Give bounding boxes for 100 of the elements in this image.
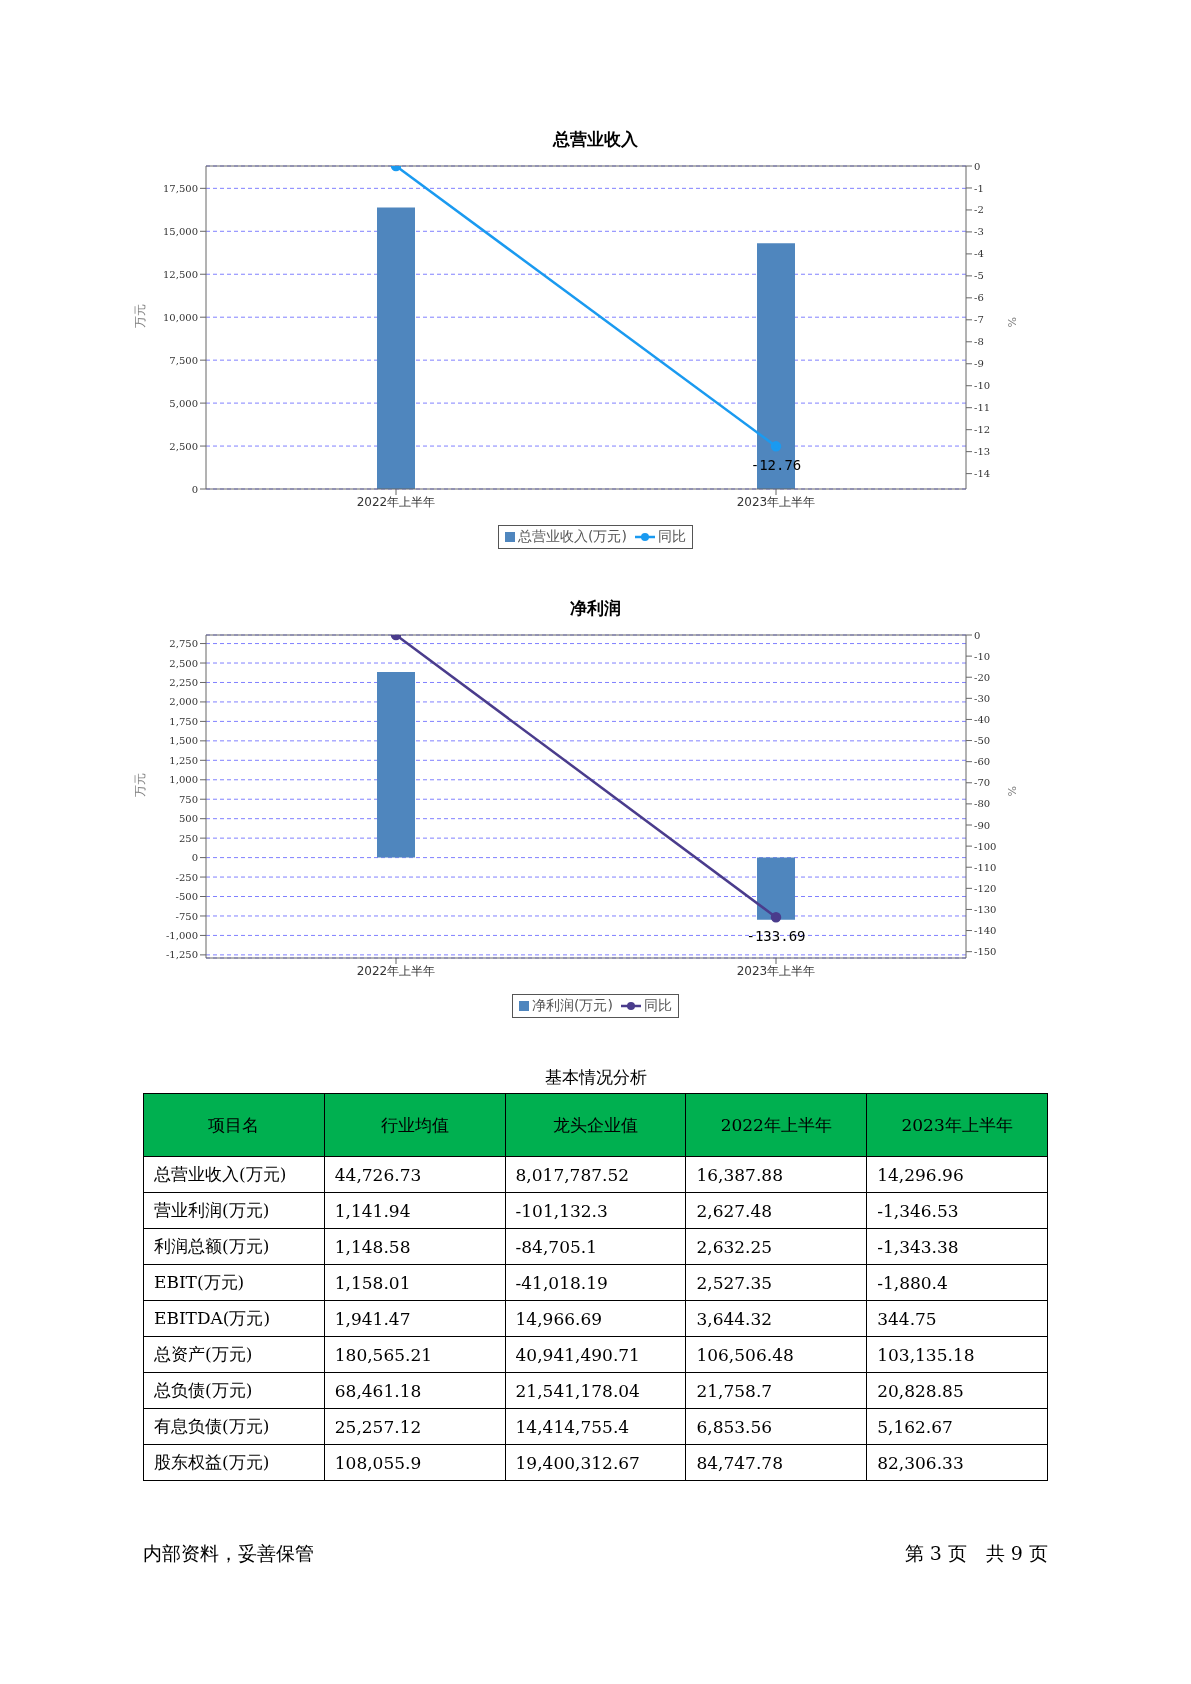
text: 14,296.96 bbox=[877, 1164, 964, 1185]
y-tick-label: 500 bbox=[178, 813, 198, 825]
text: 2,527.35 bbox=[696, 1272, 773, 1293]
y2-tick-label: -10 bbox=[973, 650, 990, 662]
y2-tick-label: -60 bbox=[973, 756, 990, 768]
y2-tick-label: -110 bbox=[973, 861, 996, 873]
text: 21,541,178.04 bbox=[515, 1380, 640, 1401]
y-tick-label: -1,000 bbox=[165, 929, 198, 941]
y2-tick-label: -6 bbox=[973, 292, 984, 304]
y-tick-label: 15,000 bbox=[162, 225, 198, 237]
y2-tick-label: -4 bbox=[973, 248, 984, 260]
text: 14,966.69 bbox=[515, 1308, 603, 1329]
text: 第 3 页 共 9 页 bbox=[904, 1541, 1048, 1566]
y2-tick-label: -30 bbox=[973, 692, 990, 704]
text: 5,162.67 bbox=[877, 1416, 953, 1437]
text: 40,941,490.71 bbox=[515, 1344, 640, 1365]
category-label: 利润总额(万元) bbox=[154, 1236, 270, 1256]
y-tick-label: 1,500 bbox=[168, 735, 198, 747]
y2-tick-label: -13 bbox=[973, 446, 990, 458]
y2-tick-label: -9 bbox=[973, 358, 984, 370]
y-tick-label: 1,250 bbox=[168, 754, 198, 766]
text: 3,644.32 bbox=[696, 1308, 773, 1329]
text: 44,726.73 bbox=[334, 1164, 422, 1185]
y2-tick-label: -10 bbox=[973, 380, 990, 392]
y-tick-label: -500 bbox=[175, 891, 198, 903]
y-tick-label: 17,500 bbox=[162, 182, 198, 194]
text: 内部资料，妥善保管 bbox=[143, 1541, 314, 1566]
y2-tick-label: -1 bbox=[973, 182, 984, 194]
text: 基本情况分析 bbox=[543, 1066, 648, 1089]
text: 108,055.9 bbox=[334, 1452, 422, 1473]
y2-tick-label: -130 bbox=[973, 903, 996, 915]
text: 1,141.94 bbox=[334, 1200, 411, 1221]
category-label: 营业利润(万元) bbox=[154, 1200, 270, 1220]
y2-tick-label: -5 bbox=[973, 270, 984, 282]
y2-tick-label: -2 bbox=[973, 204, 984, 216]
text: 2,632.25 bbox=[696, 1236, 773, 1257]
y2-axis-title: % bbox=[1004, 317, 1018, 328]
y2-axis-title: % bbox=[1004, 786, 1018, 797]
y-tick-label: 2,500 bbox=[168, 657, 198, 669]
y2-tick-label: -14 bbox=[973, 468, 990, 480]
y-tick-label: 10,000 bbox=[162, 311, 198, 323]
y-tick-label: 12,500 bbox=[162, 268, 198, 280]
text: 1,941.47 bbox=[334, 1308, 411, 1329]
y-tick-label: 2,500 bbox=[168, 440, 198, 452]
y2-tick-label: -12 bbox=[973, 424, 990, 436]
text: 14,414,755.4 bbox=[515, 1416, 630, 1437]
category-label: 龙头企业值 bbox=[505, 1093, 686, 1157]
y-axis-title: 万元 bbox=[132, 772, 147, 797]
text: 180,565.21 bbox=[334, 1344, 433, 1365]
y2-tick-label: -7 bbox=[973, 314, 984, 326]
text: 344.75 bbox=[877, 1308, 937, 1329]
y-tick-label: 2,250 bbox=[168, 677, 198, 689]
category-label: 总负债(万元) bbox=[154, 1380, 253, 1400]
category-label: EBIT(万元) bbox=[154, 1272, 245, 1292]
y-tick-label: 2,750 bbox=[168, 638, 198, 650]
y2-tick-label: -90 bbox=[973, 819, 990, 831]
y-tick-label: 0 bbox=[191, 483, 198, 495]
text: 1,148.58 bbox=[334, 1236, 411, 1257]
category-label: 行业均值 bbox=[324, 1093, 506, 1157]
legend-label: 同比 bbox=[642, 997, 672, 1015]
y2-tick-label: -140 bbox=[973, 925, 996, 937]
y2-tick-label: -120 bbox=[973, 882, 996, 894]
y2-tick-label: -20 bbox=[973, 671, 990, 683]
legend-label: 同比 bbox=[656, 528, 686, 546]
y-axis-title: 万元 bbox=[132, 303, 147, 328]
chart-title: 总营业收入 bbox=[551, 128, 639, 151]
y2-tick-label: -3 bbox=[973, 226, 984, 238]
text: 6,853.56 bbox=[696, 1416, 773, 1437]
text: -1,343.38 bbox=[877, 1236, 959, 1257]
text: -1,880.4 bbox=[877, 1272, 948, 1293]
text: 2,627.48 bbox=[696, 1200, 773, 1221]
chart-title: 净利润 bbox=[569, 597, 622, 620]
text: -101,132.3 bbox=[515, 1200, 608, 1221]
y-tick-label: 1,750 bbox=[168, 715, 198, 727]
category-label: EBITDA(万元) bbox=[154, 1308, 271, 1328]
y2-tick-label: -80 bbox=[973, 798, 990, 810]
text: 106,506.48 bbox=[696, 1344, 794, 1365]
y2-tick-label: -150 bbox=[973, 946, 996, 958]
y-tick-label: 2,000 bbox=[168, 696, 198, 708]
text: 84,747.78 bbox=[696, 1452, 783, 1473]
text: 21,758.7 bbox=[696, 1380, 773, 1401]
text: -84,705.1 bbox=[515, 1236, 597, 1257]
text: 68,461.18 bbox=[334, 1380, 422, 1401]
y2-tick-label: 0 bbox=[973, 629, 980, 641]
y-tick-label: 750 bbox=[178, 793, 198, 805]
y2-tick-label: -8 bbox=[973, 336, 984, 348]
y2-tick-label: -70 bbox=[973, 777, 990, 789]
text: 19,400,312.67 bbox=[515, 1452, 640, 1473]
text: 20,828.85 bbox=[877, 1380, 964, 1401]
category-label: 项目名 bbox=[143, 1093, 325, 1157]
text: 25,257.12 bbox=[334, 1416, 422, 1437]
y-tick-label: 7,500 bbox=[168, 354, 198, 366]
data-label: -133.69 bbox=[745, 928, 806, 945]
y-tick-label: 250 bbox=[178, 832, 198, 844]
y2-tick-label: -50 bbox=[973, 735, 990, 747]
text: 16,387.88 bbox=[696, 1164, 783, 1185]
text: 82,306.33 bbox=[877, 1452, 964, 1473]
y2-tick-label: 0 bbox=[973, 160, 980, 172]
y-tick-label: -1,250 bbox=[165, 949, 198, 961]
text: 1,158.01 bbox=[334, 1272, 411, 1293]
